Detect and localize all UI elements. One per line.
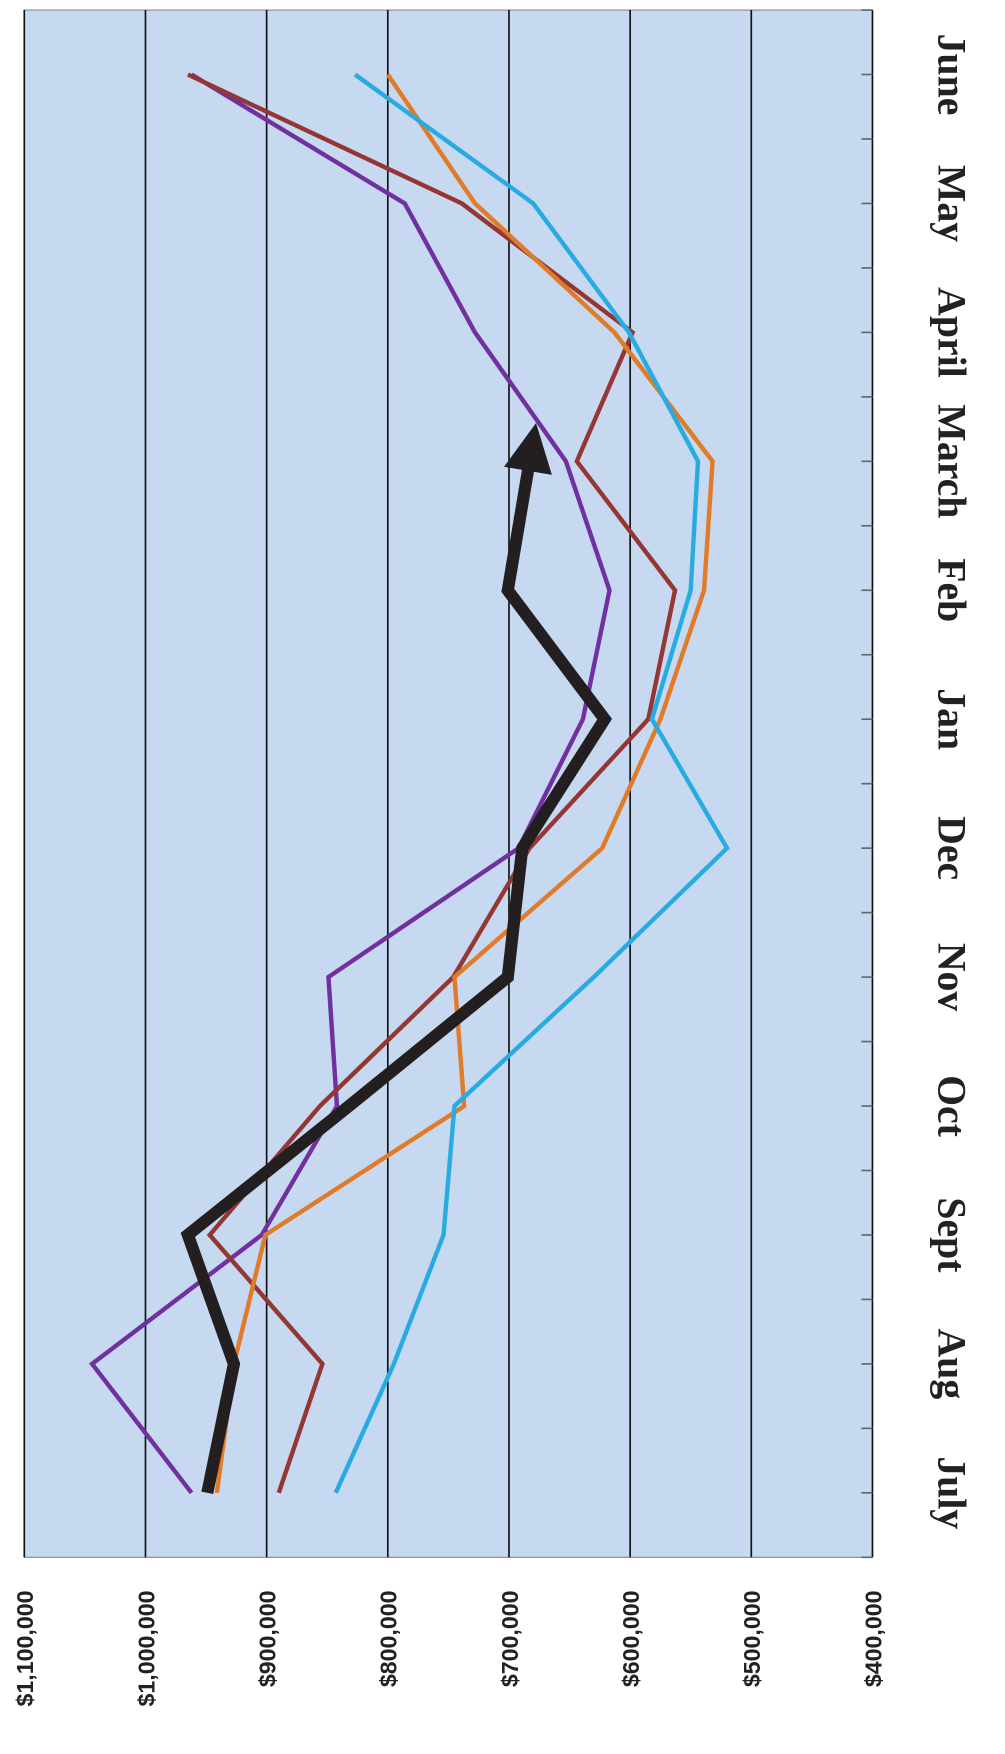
y-tick-label: $800,000 — [376, 1590, 402, 1687]
x-tick-label: Oct — [930, 1075, 974, 1138]
x-tick-label: April — [930, 287, 974, 378]
x-tick-label: Aug — [930, 1329, 974, 1400]
x-tick-label: May — [930, 165, 974, 242]
y-tick-label: $600,000 — [618, 1590, 644, 1687]
y-tick-label: $1,100,000 — [12, 1590, 38, 1706]
series-line — [214, 73, 715, 1494]
x-tick-label: Nov — [930, 943, 974, 1012]
plot-area — [23, 9, 874, 1558]
x-tick-label: Dec — [930, 816, 974, 880]
x-tick-label: Sept — [930, 1197, 974, 1273]
y-tick-label: $400,000 — [860, 1590, 886, 1687]
y-tick-label: $900,000 — [254, 1590, 280, 1687]
series-line — [333, 72, 730, 1494]
y-tick-label: $500,000 — [739, 1590, 765, 1687]
y-tick-label: $700,000 — [497, 1590, 523, 1687]
x-tick-label: June — [930, 34, 974, 116]
series-line — [88, 72, 612, 1495]
series-line — [186, 72, 678, 1494]
x-tick-label: Feb — [930, 558, 974, 622]
x-tick-label: Jan — [930, 688, 974, 750]
x-tick-label: July — [930, 1456, 974, 1529]
x-tick-label: March — [930, 404, 974, 518]
series-line — [180, 422, 613, 1495]
y-tick-label: $1,000,000 — [133, 1590, 159, 1706]
